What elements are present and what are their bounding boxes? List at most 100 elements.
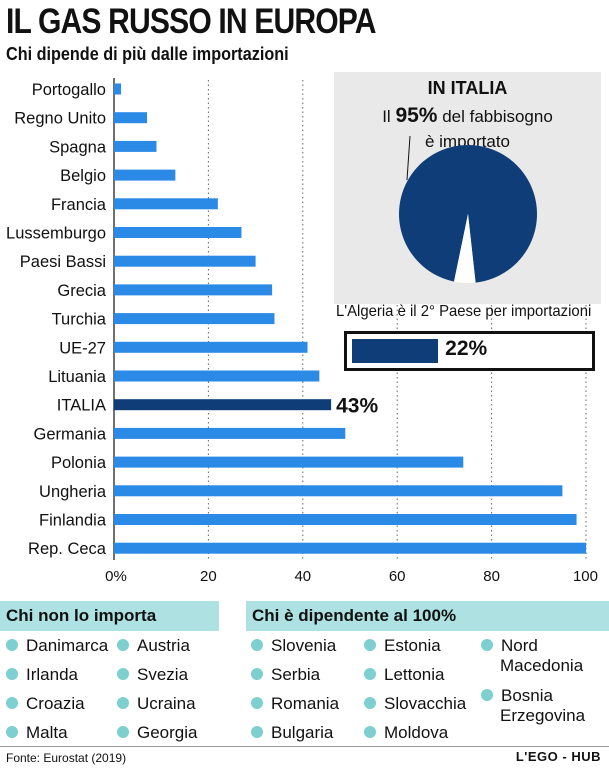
category-label: Turchia bbox=[52, 311, 107, 329]
brand-logo: L'EGO - HUB bbox=[515, 749, 601, 764]
dipendente-item: Estonia bbox=[364, 636, 441, 656]
category-label: Regno Unito bbox=[14, 110, 106, 128]
bullet-dot-icon bbox=[251, 696, 263, 709]
bullet-dot-icon bbox=[364, 667, 376, 680]
country-name: Danimarca bbox=[26, 636, 109, 655]
country-name: Slovenia bbox=[271, 636, 337, 655]
bar bbox=[114, 198, 218, 210]
country-name: Croazia bbox=[26, 694, 85, 713]
dipendente-header: Chi è dipendente al 100% bbox=[246, 601, 609, 631]
country-name: Bulgaria bbox=[271, 723, 334, 742]
dipendente-item: Romania bbox=[251, 694, 339, 714]
pie-slice-domestic bbox=[454, 214, 476, 283]
category-label: Portogallo bbox=[32, 81, 106, 99]
country-name: Irlanda bbox=[26, 665, 78, 684]
category-label: Germania bbox=[34, 425, 107, 443]
x-tick-label: 20 bbox=[200, 568, 217, 585]
dipendente-item: Serbia bbox=[251, 665, 320, 685]
category-label: Rep. Ceca bbox=[28, 540, 107, 558]
bullet-dot-icon bbox=[117, 638, 129, 651]
bar bbox=[114, 427, 346, 439]
country-name: Georgia bbox=[137, 723, 198, 742]
x-tick-label: 100 bbox=[573, 568, 598, 585]
country-name: Romania bbox=[271, 694, 340, 713]
bar bbox=[114, 83, 122, 95]
bar bbox=[114, 284, 273, 296]
pie-slice-imported bbox=[399, 145, 537, 283]
footer-divider bbox=[0, 746, 609, 747]
bar bbox=[114, 370, 320, 382]
category-label: Polonia bbox=[51, 454, 107, 472]
dipendente-item: Bulgaria bbox=[251, 723, 333, 743]
x-tick-label: 40 bbox=[294, 568, 311, 585]
non-importa-item: Georgia bbox=[117, 723, 197, 743]
x-tick-label: 80 bbox=[483, 568, 500, 585]
category-label: Grecia bbox=[57, 282, 106, 300]
bar bbox=[114, 140, 157, 152]
bullet-dot-icon bbox=[117, 696, 129, 709]
bar bbox=[114, 255, 256, 267]
pie-callout-line bbox=[406, 135, 411, 181]
dipendente-item: Lettonia bbox=[364, 665, 445, 685]
country-name: Estonia bbox=[384, 636, 441, 655]
country-name: Svezia bbox=[137, 665, 189, 684]
italia-line1-value: 95% bbox=[395, 104, 438, 127]
category-label: ITALIA bbox=[57, 397, 106, 415]
category-label: Lussemburgo bbox=[6, 225, 106, 243]
country-name: Malta bbox=[26, 723, 68, 742]
italia-box-line2: è importato bbox=[424, 132, 511, 151]
italia-line1-post: del fabbisogno bbox=[442, 107, 553, 126]
non-importa-item: Irlanda bbox=[6, 665, 78, 685]
non-importa-header: Chi non lo importa bbox=[0, 601, 219, 631]
category-label: Belgio bbox=[60, 167, 106, 185]
country-name: Slovacchia bbox=[384, 694, 467, 713]
category-label: Finlandia bbox=[39, 512, 107, 530]
country-name: Serbia bbox=[271, 665, 321, 684]
country-name: Nord bbox=[501, 636, 538, 655]
bar bbox=[114, 227, 242, 238]
bullet-dot-icon bbox=[6, 667, 18, 680]
country-name: Bosnia bbox=[501, 686, 553, 705]
country-name: Moldova bbox=[384, 723, 449, 742]
non-importa-item: Danimarca bbox=[6, 636, 108, 656]
x-tick-label: 0% bbox=[105, 568, 127, 585]
bullet-dot-icon bbox=[481, 638, 493, 651]
bar bbox=[114, 112, 148, 124]
country-name-line2: Macedonia bbox=[500, 656, 584, 675]
dipendente-item: Nord bbox=[481, 636, 538, 656]
category-label: Lituania bbox=[48, 368, 107, 386]
bar bbox=[114, 514, 577, 525]
category-label: UE-27 bbox=[59, 339, 106, 357]
italia-line1-pre: Il bbox=[382, 107, 391, 126]
bar bbox=[114, 399, 332, 411]
dipendente-item: Bosnia bbox=[481, 686, 553, 706]
category-label: Ungheria bbox=[39, 483, 107, 501]
category-label: Francia bbox=[51, 196, 107, 214]
highlight-value-label: 43% bbox=[336, 395, 378, 418]
non-importa-item: Austria bbox=[117, 636, 190, 656]
algeria-bar-fill bbox=[352, 339, 439, 363]
italia-box: IN ITALIA Il 95% del fabbisogno è import… bbox=[334, 72, 601, 304]
dipendente-item: Slovacchia bbox=[364, 694, 466, 714]
page-subtitle: Chi dipende di più dalle importazioni bbox=[6, 44, 289, 64]
non-importa-item: Svezia bbox=[117, 665, 188, 685]
country-name: Austria bbox=[137, 636, 190, 655]
bar-chart: Portogallo Regno Unito Spagna Belgio Francia… bbox=[6, 78, 598, 585]
bullet-dot-icon bbox=[117, 725, 129, 738]
non-importa-item: Croazia bbox=[6, 694, 85, 714]
italia-pie bbox=[399, 135, 537, 283]
source-note: Fonte: Eurostat (2019) bbox=[6, 751, 127, 765]
bullet-dot-icon bbox=[6, 638, 18, 651]
bullet-dot-icon bbox=[251, 725, 263, 738]
algeria-value-label: 22% bbox=[445, 337, 488, 360]
category-label: Spagna bbox=[49, 138, 107, 156]
page-title: IL GAS RUSSO IN EUROPA bbox=[6, 2, 377, 41]
dipendente-item: Moldova bbox=[364, 723, 448, 743]
country-name-line2: Erzegovina bbox=[500, 706, 586, 725]
bullet-dot-icon bbox=[251, 638, 263, 651]
country-name: Ucraina bbox=[137, 694, 196, 713]
bullet-dot-icon bbox=[6, 696, 18, 709]
bullet-dot-icon bbox=[6, 725, 18, 738]
non-importa-item: Ucraina bbox=[117, 694, 196, 714]
bar bbox=[114, 485, 563, 497]
